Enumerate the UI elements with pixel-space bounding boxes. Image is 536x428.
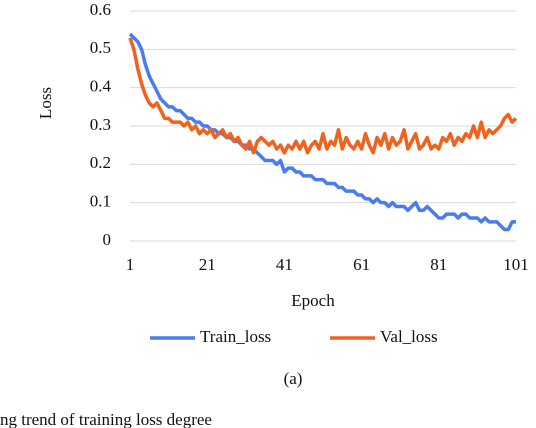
y-tick-label: 0.1: [90, 192, 111, 211]
x-tick-label: 81: [430, 255, 447, 274]
x-tick-label: 21: [199, 255, 216, 274]
line-series: [128, 37, 518, 155]
x-tick-label: 41: [276, 255, 293, 274]
caption: ng trend of training loss degree: [0, 410, 212, 428]
y-tick-label: 0.4: [90, 77, 112, 96]
x-tick-label: 101: [503, 255, 529, 274]
legend-label: Train_loss: [200, 327, 271, 346]
line-series: [128, 32, 516, 232]
legend-label: Val_loss: [380, 327, 438, 346]
y-tick-label: 0.3: [90, 115, 111, 134]
x-tick-label: 1: [126, 255, 135, 274]
y-tick-label: 0.5: [90, 38, 111, 57]
panel-label: (a): [284, 369, 303, 388]
y-tick-label: 0.2: [90, 153, 111, 172]
y-tick-label: 0.6: [90, 0, 111, 19]
y-axis-label: Loss: [36, 87, 55, 119]
y-tick-label: 0: [103, 230, 112, 249]
x-axis-label: Epoch: [291, 291, 335, 310]
x-tick-label: 61: [353, 255, 370, 274]
